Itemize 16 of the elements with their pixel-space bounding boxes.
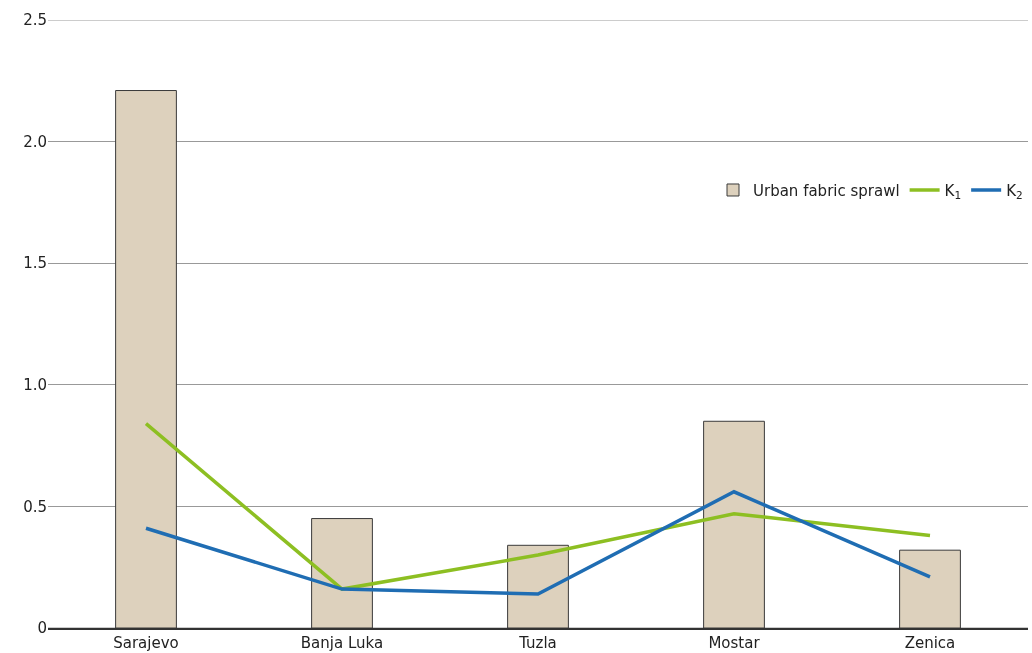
line-series: [144, 490, 932, 596]
y-tick-label: 2.0: [23, 132, 47, 151]
y-tick-label: 0: [37, 619, 47, 638]
y-tick-label: 0.5: [23, 497, 47, 516]
x-tick-label: Zenica: [904, 633, 956, 652]
x-tick-label: Sarajevo: [113, 633, 179, 652]
y-tick-label: 2.5: [23, 11, 47, 30]
legend-label: Urban fabric sprawl: [753, 181, 900, 200]
legend-label: K$_{1}$: [944, 181, 962, 201]
y-tick-label: 1.0: [23, 376, 47, 395]
legend-label: K$_{2}$: [1006, 181, 1023, 201]
x-tick-label: Tuzla: [518, 633, 557, 652]
x-tick-label: Banja Luka: [300, 633, 384, 652]
y-tick-label: 1.5: [23, 254, 47, 273]
x-tick-label: Mostar: [708, 633, 761, 652]
line-series: [144, 421, 932, 591]
